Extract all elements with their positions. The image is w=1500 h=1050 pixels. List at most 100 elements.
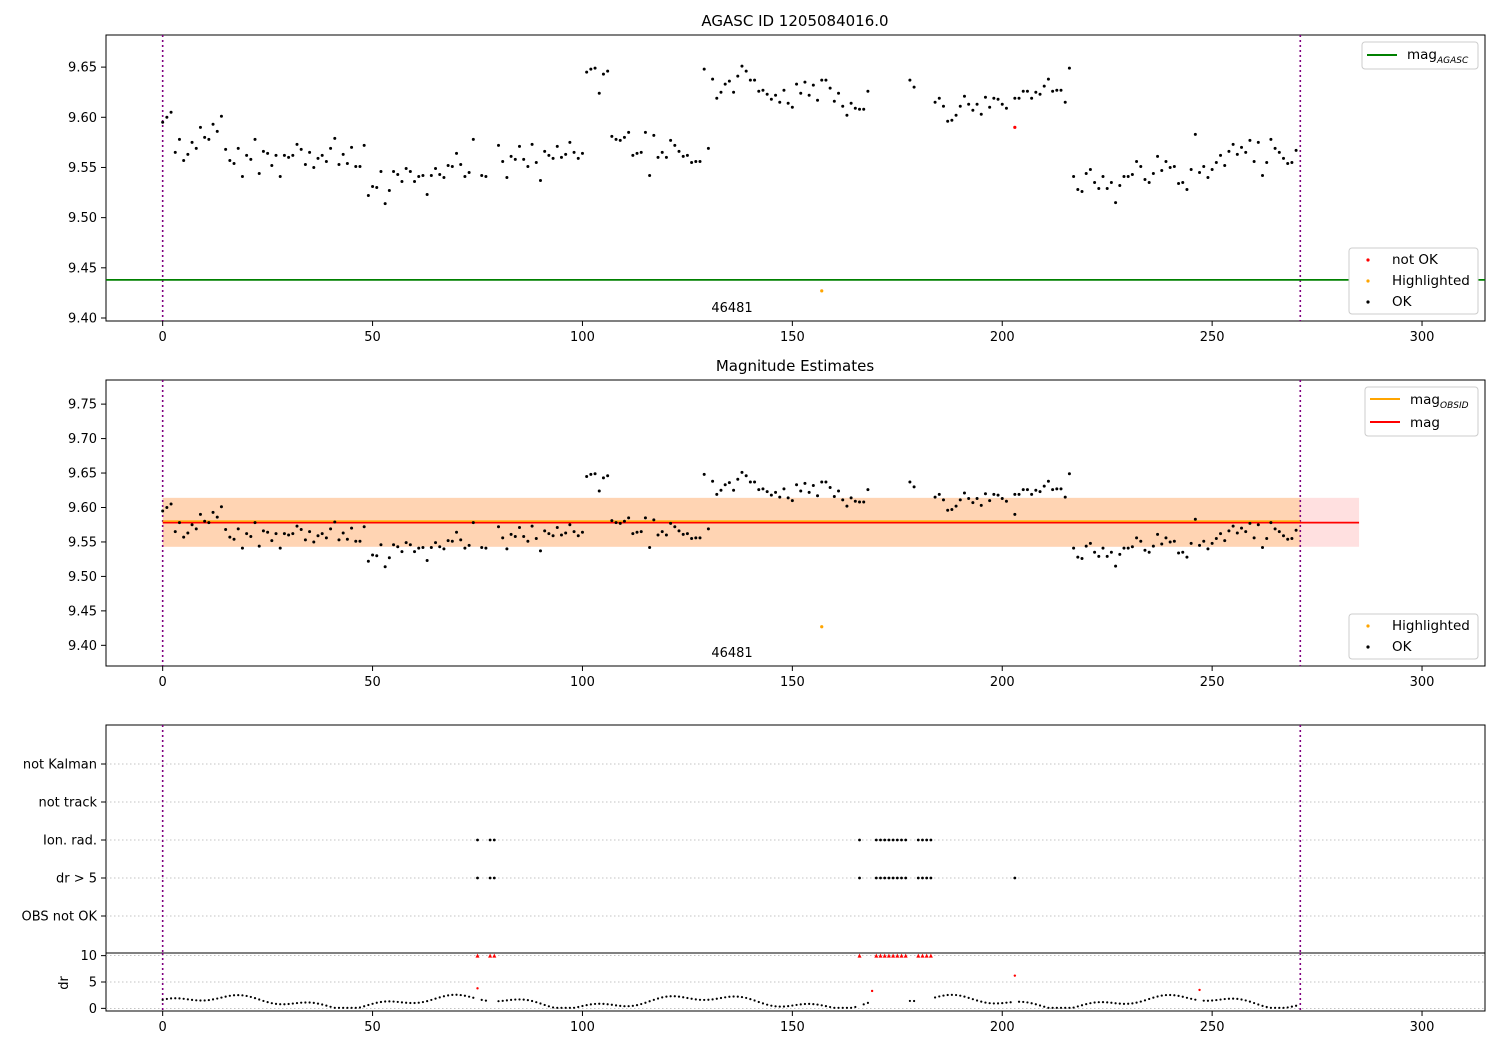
- dr-point: [350, 1006, 353, 1009]
- ok-point: [635, 530, 639, 534]
- dr-point: [996, 1002, 1000, 1005]
- ok-point: [1135, 536, 1139, 540]
- ok-point: [245, 153, 249, 157]
- dr-point: [1026, 1001, 1029, 1004]
- ok-point: [333, 520, 337, 524]
- dr-point: [673, 995, 676, 998]
- panel4-ylabel: dr: [57, 976, 72, 990]
- dr-point: [186, 998, 189, 1001]
- dr-point: [761, 1002, 765, 1005]
- dr-point: [1064, 1006, 1067, 1009]
- flag-row-label: not track: [38, 796, 97, 811]
- dr-point: [463, 994, 467, 997]
- ok-point: [517, 144, 521, 148]
- ok-point: [690, 537, 694, 541]
- ok-point: [690, 160, 694, 164]
- dr-point: [593, 1002, 597, 1006]
- ok-point: [1114, 201, 1118, 205]
- y-tick-label: 5: [89, 976, 97, 991]
- dr-point: [216, 997, 219, 1000]
- flag-point: [879, 838, 882, 842]
- ok-point: [1109, 550, 1113, 554]
- ok-point: [408, 543, 412, 547]
- ok-point: [366, 194, 370, 198]
- ok-point: [1219, 532, 1223, 536]
- ok-point: [996, 493, 1000, 497]
- ok-point: [858, 107, 862, 111]
- dr-not-ok-point: [1013, 974, 1017, 977]
- x-tick-label: 100: [570, 675, 595, 690]
- ok-point: [946, 508, 950, 512]
- dr-point: [631, 1004, 634, 1007]
- ok-point: [1080, 190, 1084, 194]
- dr-point: [677, 995, 681, 998]
- dr-point: [1068, 1006, 1071, 1009]
- dr-point: [640, 1002, 643, 1006]
- x-tick-label: 200: [990, 330, 1015, 345]
- ok-point: [694, 536, 698, 540]
- ok-point: [597, 91, 601, 95]
- dr-point: [1001, 1002, 1004, 1005]
- ok-point: [198, 512, 202, 516]
- dr-point: [426, 1000, 429, 1003]
- ok-point: [799, 489, 803, 493]
- dr-point: [1294, 1004, 1298, 1007]
- ok-point: [652, 133, 656, 137]
- ok-point: [366, 559, 370, 563]
- dr-point: [627, 1005, 630, 1008]
- ok-point: [761, 487, 765, 491]
- dr-point: [564, 1006, 567, 1009]
- dr-point: [581, 1004, 584, 1008]
- ok-point: [387, 556, 391, 560]
- ok-point: [434, 541, 438, 545]
- dr-point: [652, 998, 655, 1001]
- ok-point: [1156, 154, 1160, 158]
- ok-point: [1168, 540, 1172, 544]
- ok-point: [509, 154, 513, 158]
- ok-point: [866, 488, 870, 492]
- ok-point: [459, 162, 463, 166]
- flag-point: [858, 838, 861, 842]
- flag-point: [900, 876, 903, 880]
- y-tick-label: 9.55: [68, 535, 97, 550]
- svg-text:not OK: not OK: [1392, 252, 1439, 268]
- ok-point: [744, 474, 748, 478]
- ok-point: [1122, 546, 1126, 550]
- ok-point: [853, 106, 857, 110]
- ok-point: [215, 515, 219, 519]
- dr-point: [346, 1006, 349, 1009]
- dr-point: [1148, 997, 1151, 1001]
- ok-point: [278, 174, 282, 178]
- dr-point: [472, 996, 475, 999]
- dr-point: [778, 1005, 781, 1008]
- panel-magnitude-estimates: Magnitude Estimates 0 50 100 150 200 250 300 9…: [68, 357, 1486, 690]
- ok-point: [371, 553, 375, 557]
- ok-point: [723, 483, 727, 487]
- ok-point: [177, 137, 181, 141]
- panel2-title: Magnitude Estimates: [716, 357, 874, 375]
- ok-point: [1269, 137, 1273, 141]
- y-tick-label: 9.60: [68, 111, 97, 126]
- dr-point: [942, 994, 945, 997]
- ok-point: [169, 110, 173, 114]
- ok-point: [1193, 132, 1197, 136]
- ok-point: [1063, 495, 1067, 499]
- ok-point: [1181, 181, 1185, 185]
- flag-point: [887, 876, 891, 880]
- ok-point: [1294, 148, 1298, 152]
- dr-point: [1274, 1006, 1277, 1009]
- ok-point: [1097, 187, 1101, 191]
- ok-point: [1143, 548, 1147, 552]
- panel1-x-axis: 0 50 100 150 200 250 300: [159, 321, 1434, 345]
- ok-point: [568, 140, 572, 144]
- ok-point: [1277, 150, 1281, 154]
- ok-point: [404, 541, 408, 545]
- ok-point: [711, 77, 715, 81]
- ok-point: [169, 502, 173, 506]
- ok-point: [333, 136, 337, 140]
- ok-point: [266, 151, 270, 155]
- panel2-frame: [105, 379, 1486, 667]
- svg-text:Highlighted: Highlighted: [1392, 618, 1470, 634]
- ok-point: [240, 546, 244, 550]
- dr-point: [1097, 1001, 1100, 1004]
